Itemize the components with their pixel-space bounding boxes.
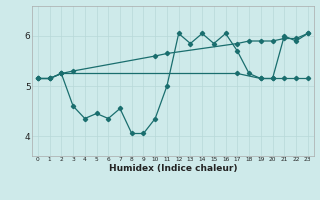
- X-axis label: Humidex (Indice chaleur): Humidex (Indice chaleur): [108, 164, 237, 173]
